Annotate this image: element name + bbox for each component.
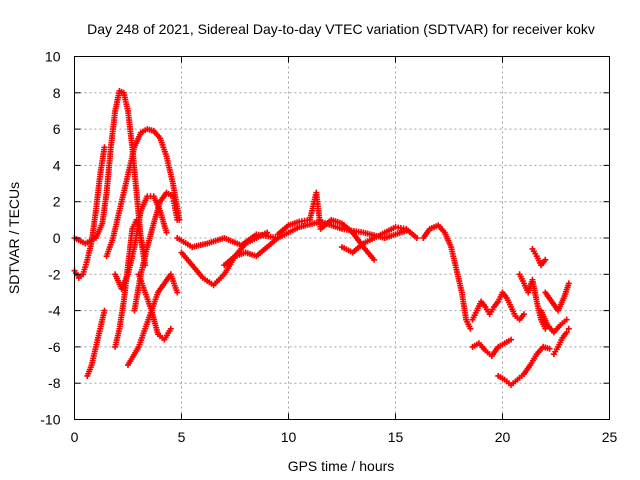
y-tick-label: 4 [53,157,61,173]
x-axis-label: GPS time / hours [288,458,395,474]
y-tick-label: 8 [53,85,61,101]
data-point [174,216,181,223]
data-point [371,256,378,263]
data-point [167,325,174,332]
data-point [467,325,474,332]
data-points-layer [71,87,572,389]
y-tick-label: 6 [53,121,61,137]
y-axis-label: SDTVAR / TECUs [6,182,22,294]
x-tick-label: 0 [71,429,79,445]
data-point [101,144,108,151]
data-point [163,229,170,236]
data-point [542,256,549,263]
axis-ticks-layer: 0 5 10 15 20 25 -10 -8 -6 -4 -2 0 2 4 6 8 10 [40,49,617,446]
y-tick-label: -10 [40,412,60,428]
data-point [174,289,181,296]
data-point [563,316,570,323]
x-tick-label: 20 [495,429,511,445]
data-point [565,280,572,287]
chart-title: Day 248 of 2021, Sidereal Day-to-day VTE… [87,21,595,37]
x-tick-label: 5 [178,429,186,445]
data-point [101,307,108,314]
data-point [563,329,570,336]
y-tick-label: 0 [53,230,61,246]
y-tick-label: -6 [48,339,61,355]
data-point [413,235,420,241]
y-tick-label: -4 [48,303,61,319]
x-tick-label: 25 [602,429,618,445]
data-point [546,345,553,352]
data-point [264,229,271,236]
data-point [520,311,527,318]
y-tick-label: -2 [48,266,61,282]
data-point [508,336,515,343]
y-tick-label: -8 [48,375,61,391]
y-tick-label: 10 [45,49,61,65]
data-point [542,325,549,332]
data-point [565,325,572,332]
x-tick-label: 10 [281,429,297,445]
y-tick-label: 2 [53,194,61,210]
x-tick-label: 15 [388,429,404,445]
